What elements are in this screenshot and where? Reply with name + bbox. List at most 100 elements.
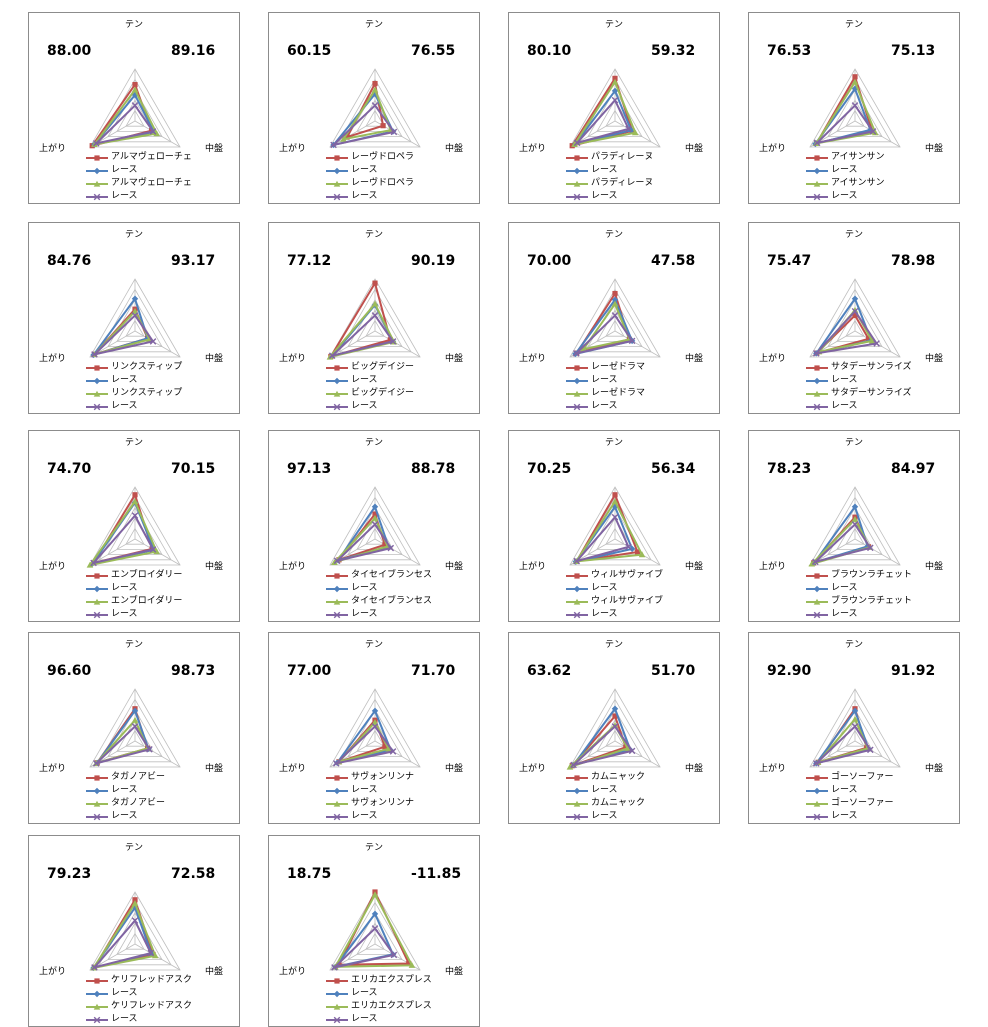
axis-label-chuban: 中盤 [205, 562, 224, 572]
axis-label-ten: テン [125, 230, 144, 240]
data-point [611, 300, 619, 307]
left-value-label: 77.00 [287, 663, 332, 679]
legend-swatch [806, 611, 828, 619]
legend-swatch [566, 813, 588, 821]
data-point [623, 744, 629, 750]
grid-ring [338, 288, 412, 353]
axis-label-chuban: 中盤 [445, 562, 464, 572]
legend-swatch [86, 403, 108, 411]
legend-marker [333, 787, 341, 795]
data-point [851, 715, 859, 722]
series-line [569, 714, 628, 768]
legend-swatch [326, 775, 348, 781]
legend-swatch [326, 990, 348, 998]
legend-swatch [326, 813, 348, 821]
legend-marker [93, 1003, 101, 1010]
legend-item: レース [805, 784, 893, 797]
grid-ring [578, 698, 652, 763]
series-line [574, 499, 644, 563]
axis-spoke [614, 740, 661, 768]
axis-label-chuban: 中盤 [925, 562, 944, 572]
legend-item: パラディレーヌ [565, 177, 653, 190]
series-line [92, 87, 159, 146]
legend-swatch [86, 573, 108, 579]
axis-label-ten: テン [365, 20, 384, 30]
legend: サタデーサンライズ レース サタデーサンライズ レース [805, 361, 912, 413]
axis-label-agari: 上がり [759, 562, 787, 572]
axis-spoke [374, 538, 421, 566]
data-point [611, 78, 619, 85]
legend-swatch [326, 611, 348, 619]
legend-swatch [806, 598, 828, 605]
data-point [153, 548, 160, 555]
data-point [868, 337, 876, 344]
legend-item: ケリフレッドアスク [85, 974, 192, 987]
series-line [333, 892, 414, 968]
legend-label: レース [351, 191, 378, 201]
data-point [149, 546, 157, 553]
legend-label: レース [111, 811, 138, 821]
legend-swatch [86, 990, 108, 998]
legend-label: レース [351, 165, 378, 175]
legend-swatch [566, 155, 588, 161]
legend-swatch [86, 1003, 108, 1010]
legend-swatch [86, 800, 108, 807]
legend-item: レース [325, 582, 432, 595]
grid-ring [338, 496, 412, 561]
legend-label: カムニャック [591, 798, 646, 808]
legend-item: ビッグデイジー [325, 361, 414, 374]
legend-item: サヴォンリンナ [325, 771, 414, 784]
legend-item: レース [85, 164, 192, 177]
legend-item: レース [805, 582, 912, 595]
data-point [873, 340, 880, 347]
left-value-label: 79.23 [47, 866, 92, 882]
data-point [371, 718, 379, 725]
axis-spoke [854, 740, 901, 768]
legend-swatch [326, 365, 348, 371]
legend: ケリフレッドアスク レース ケリフレッドアスク レース [85, 974, 192, 1026]
legend-swatch [86, 978, 108, 984]
legend-item: レース [325, 987, 432, 1000]
radar-chart-panel: 70.00 47.58 テン 中盤 上がり レーゼドラマ レース レーゼドラマ レース [508, 222, 720, 414]
data-point [336, 962, 342, 968]
data-point [612, 492, 618, 498]
series-line [333, 724, 395, 766]
legend-label: レース [351, 988, 378, 998]
legend-item: ゴーソーファー [805, 771, 893, 784]
grid-ring [596, 99, 634, 132]
legend-marker [333, 1003, 341, 1010]
grid-ring [365, 729, 385, 747]
axis-label-ten: テン [845, 230, 864, 240]
radar-chart-panel: 77.00 71.70 テン 中盤 上がり サヴォンリンナ レース サヴォンリンナ レース [268, 632, 480, 824]
legend: ビッグデイジー レース ビッグデイジー レース [325, 361, 414, 413]
legend-label: レース [351, 1014, 378, 1024]
legend-label: エンブロイダリー [111, 596, 183, 606]
legend-swatch [86, 787, 108, 795]
legend-marker [93, 377, 101, 385]
legend-swatch [806, 775, 828, 781]
right-value-label: 78.98 [891, 253, 936, 269]
data-point [813, 139, 821, 147]
legend-label: レース [111, 988, 138, 998]
legend-label: タガノアビー [111, 798, 166, 808]
legend-marker [94, 573, 100, 579]
series-line [570, 724, 634, 767]
left-value-label: 60.15 [287, 43, 332, 59]
legend-marker [813, 800, 821, 807]
axis-spoke [329, 120, 376, 148]
axis-label-agari: 上がり [279, 967, 307, 977]
legend-item: レース [85, 987, 192, 1000]
data-point [131, 512, 139, 519]
legend-swatch [806, 365, 828, 371]
axis-label-chuban: 中盤 [685, 144, 704, 154]
legend-item: レース [805, 190, 885, 203]
data-point [851, 515, 859, 522]
radar-chart-panel: 97.13 88.78 テン 中盤 上がり タイセイブランセス レース タイセイブランセス レー… [268, 430, 480, 622]
legend-marker [93, 990, 101, 998]
legend-swatch [86, 377, 108, 385]
legend-marker [93, 390, 101, 397]
axis-label-chuban: 中盤 [685, 354, 704, 364]
right-value-label: 90.19 [411, 253, 456, 269]
legend-item: サタデーサンライズ [805, 387, 912, 400]
data-point [372, 80, 378, 87]
